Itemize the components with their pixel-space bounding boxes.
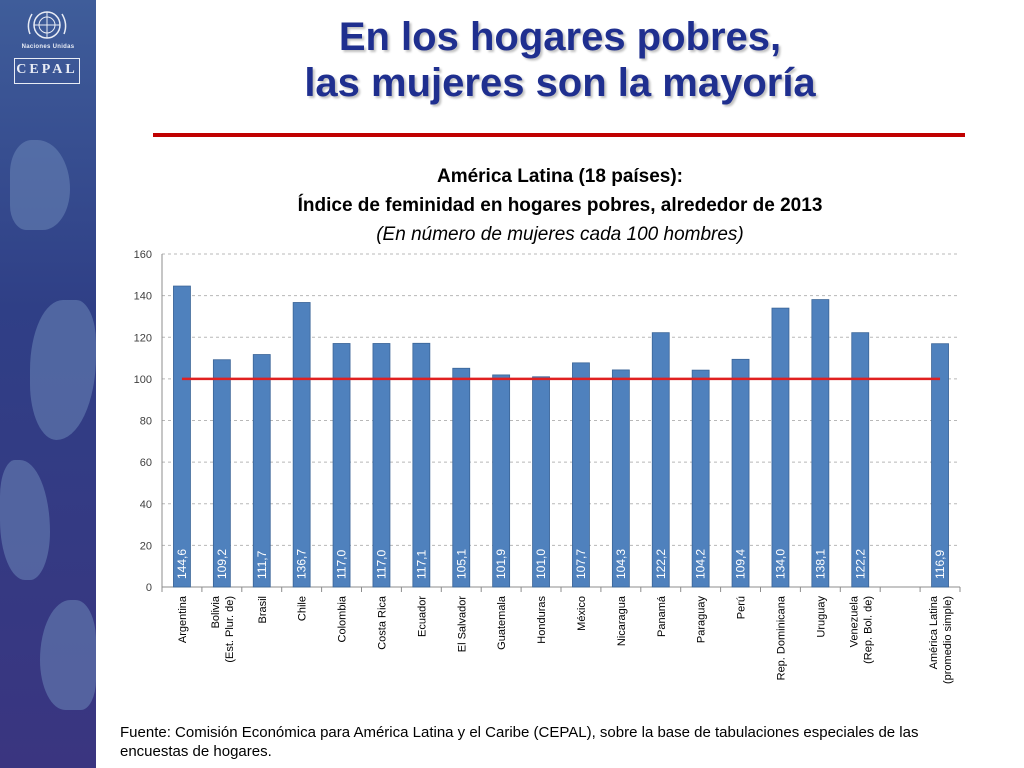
bar-value-label: 144,6 bbox=[175, 549, 189, 579]
title-divider bbox=[153, 133, 965, 137]
cepal-logo bbox=[14, 58, 80, 84]
y-tick-label: 100 bbox=[134, 374, 152, 386]
bar-value-label: 116,9 bbox=[933, 550, 947, 579]
bar bbox=[611, 369, 630, 588]
x-tick-label: Uruguay bbox=[815, 596, 827, 638]
bar-value-label: 122,2 bbox=[654, 549, 668, 579]
bar bbox=[173, 285, 191, 588]
x-tick-label: Argentina bbox=[177, 595, 189, 643]
bar bbox=[572, 362, 590, 588]
bar-value-label: 111,7 bbox=[255, 550, 269, 579]
x-tick-label: Panamá bbox=[656, 595, 668, 637]
y-tick-label: 60 bbox=[140, 457, 152, 469]
y-tick-label: 0 bbox=[146, 582, 152, 594]
x-tick-label: Colombia bbox=[337, 595, 349, 642]
x-tick-label: México bbox=[576, 596, 588, 631]
y-tick-label: 80 bbox=[140, 416, 152, 428]
bar bbox=[412, 342, 431, 588]
bar bbox=[731, 358, 750, 588]
bar-value-label: 117,0 bbox=[335, 550, 349, 579]
x-tick-label: Honduras bbox=[536, 596, 548, 644]
bar bbox=[212, 359, 231, 588]
x-tick-label: Perú bbox=[736, 596, 748, 619]
x-tick-label: Chile bbox=[297, 596, 309, 621]
chart-subtitle: Índice de feminidad en hogares pobres, a… bbox=[297, 195, 823, 216]
bar-value-label: 104,2 bbox=[694, 549, 708, 579]
bar-value-label: 138,1 bbox=[813, 549, 827, 579]
slide-title-line1: En los hogares pobres, bbox=[338, 15, 782, 59]
bar-value-label: 105,1 bbox=[454, 549, 468, 579]
bar bbox=[372, 343, 391, 588]
cepal-logo-text: CEPAL bbox=[16, 62, 78, 77]
bar bbox=[532, 376, 550, 588]
bar bbox=[452, 367, 471, 588]
bar bbox=[492, 374, 511, 588]
un-logo-label: Naciones Unidas bbox=[21, 44, 75, 50]
y-tick-label: 20 bbox=[140, 540, 152, 552]
bar-value-label: 136,7 bbox=[295, 549, 309, 579]
bar-value-label: 107,7 bbox=[574, 549, 588, 579]
x-tick-label: Costa Rica bbox=[376, 595, 388, 650]
slide-title-line2: las mujeres son la mayoría bbox=[304, 61, 816, 105]
x-tick-label: (Rep. Bol. de) bbox=[862, 596, 874, 664]
x-tick-label: Brasil bbox=[257, 596, 269, 624]
x-tick-label: Venezuela bbox=[848, 595, 860, 647]
bar-value-label: 109,2 bbox=[215, 549, 229, 579]
bar bbox=[292, 302, 311, 588]
bar-value-label: 109,4 bbox=[734, 549, 748, 579]
chart-title: América Latina (18 países): bbox=[436, 166, 684, 187]
un-emblem-icon bbox=[27, 11, 67, 39]
x-tick-label: (promedio simple) bbox=[942, 596, 954, 684]
x-tick-label: Guatemala bbox=[496, 595, 508, 650]
bar-value-label: 101,0 bbox=[534, 549, 548, 579]
y-tick-label: 40 bbox=[140, 499, 152, 511]
x-tick-label: (Est. Plur. de) bbox=[224, 596, 236, 663]
bar bbox=[332, 343, 351, 588]
slide-title: En los hogares pobres, las mujeres son l… bbox=[150, 14, 970, 106]
bar-value-label: 104,3 bbox=[614, 549, 628, 579]
sidebar-decoration: Naciones Unidas CEPAL bbox=[0, 0, 96, 768]
bar bbox=[651, 332, 670, 588]
y-tick-label: 120 bbox=[134, 332, 152, 344]
bar bbox=[851, 332, 870, 588]
x-tick-label: Paraguay bbox=[696, 596, 708, 644]
x-tick-label: América Latina bbox=[928, 595, 940, 669]
x-tick-label: El Salvador bbox=[456, 596, 468, 653]
bar bbox=[771, 307, 790, 588]
bar-value-label: 117,1 bbox=[414, 550, 428, 579]
y-tick-label: 140 bbox=[134, 291, 152, 303]
bar bbox=[931, 343, 949, 588]
y-tick-label: 160 bbox=[134, 249, 152, 261]
bar bbox=[252, 354, 271, 588]
bar bbox=[811, 299, 830, 588]
source-note: Fuente: Comisión Económica para América … bbox=[120, 724, 919, 760]
bar-value-label: 122,2 bbox=[853, 549, 867, 579]
x-tick-label: Bolivia bbox=[210, 595, 222, 628]
x-tick-label: Rep. Dominicana bbox=[775, 595, 787, 680]
x-tick-label: Ecuador bbox=[416, 596, 428, 637]
x-tick-label: Nicaragua bbox=[616, 595, 628, 646]
chart-heading: América Latina (18 países): Índice de fe… bbox=[150, 162, 970, 249]
bar bbox=[691, 369, 710, 588]
bar-value-label: 134,0 bbox=[773, 549, 787, 579]
chart-unit-note: (En número de mujeres cada 100 hombres) bbox=[376, 224, 744, 245]
bar-value-label: 101,9 bbox=[494, 549, 508, 579]
bar-value-label: 117,0 bbox=[374, 550, 388, 579]
